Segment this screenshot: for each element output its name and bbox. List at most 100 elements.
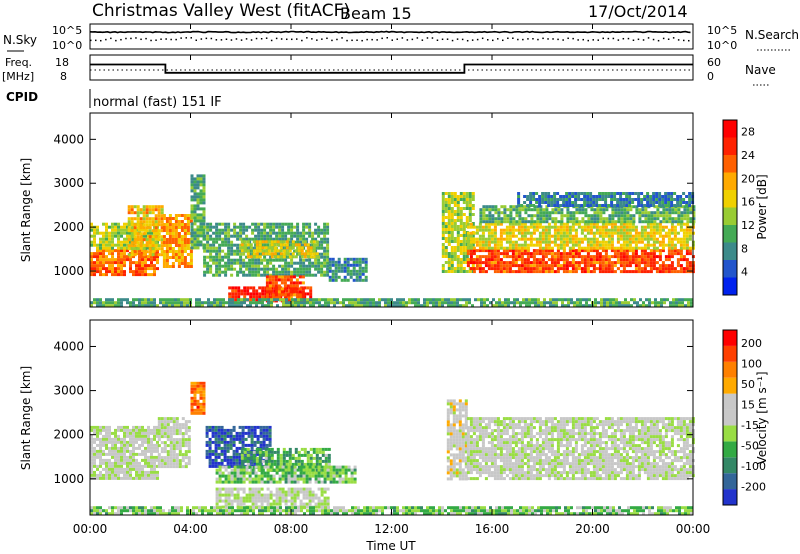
power-cell	[643, 255, 647, 259]
velocity-cell	[160, 447, 164, 451]
power-cell	[257, 258, 261, 262]
power-cell	[532, 195, 536, 198]
power-cell	[453, 304, 456, 308]
power-cell	[565, 222, 569, 226]
power-cell	[646, 252, 650, 256]
power-cell	[682, 255, 686, 259]
power-cell	[692, 214, 696, 218]
power-cell	[228, 292, 232, 296]
power-cell	[646, 264, 650, 268]
power-cell	[189, 220, 193, 223]
power-cell	[177, 256, 181, 259]
power-cell	[685, 228, 689, 232]
power-cell	[577, 243, 581, 247]
power-cell	[514, 255, 518, 259]
power-cell	[637, 261, 641, 265]
velocity-cell	[102, 425, 105, 429]
power-cell	[649, 234, 653, 238]
power-cell	[485, 214, 489, 218]
power-cell	[450, 225, 454, 228]
power-cell	[414, 304, 417, 308]
power-cell	[556, 237, 560, 241]
power-cell	[196, 195, 200, 199]
power-cell	[610, 246, 614, 250]
velocity-cell	[169, 444, 173, 448]
power-cell	[202, 192, 206, 196]
velocity-cell	[211, 428, 215, 432]
power-cell	[177, 220, 181, 223]
power-cell	[239, 228, 243, 232]
power-cell	[673, 252, 677, 256]
velocity-cell	[117, 461, 120, 465]
power-cell	[230, 249, 234, 253]
power-cell	[615, 298, 618, 302]
noise-search-point	[205, 37, 208, 40]
power-cell	[314, 237, 318, 241]
power-cell	[686, 220, 690, 224]
power-cell	[481, 240, 485, 244]
power-cell	[638, 214, 642, 218]
power-cell	[268, 287, 272, 291]
power-cell	[320, 264, 324, 268]
velocity-cell	[144, 458, 147, 462]
power-cell	[209, 270, 213, 274]
power-cell	[610, 249, 614, 253]
power-cell	[145, 208, 149, 212]
power-cell	[441, 270, 445, 273]
power-cell	[671, 217, 675, 221]
power-cell	[248, 246, 252, 250]
power-cell	[139, 220, 143, 224]
power-cell	[111, 252, 114, 256]
power-cell	[574, 204, 578, 207]
power-cell	[600, 301, 603, 305]
power-cell	[183, 217, 187, 220]
power-cell	[571, 261, 575, 265]
power-cell	[287, 237, 291, 241]
power-cell	[180, 238, 184, 241]
power-cell	[215, 270, 219, 274]
velocity-cell	[117, 455, 120, 459]
power-cell	[668, 217, 672, 221]
power-cell	[180, 262, 184, 265]
velocity-cell	[163, 420, 167, 424]
power-cell	[145, 217, 149, 221]
power-cell	[629, 214, 633, 218]
power-cell	[300, 301, 303, 305]
power-cell	[634, 228, 638, 232]
power-cell	[572, 211, 576, 215]
velocity-cell	[208, 464, 212, 468]
velocity-cell	[181, 438, 185, 442]
power-cell	[530, 214, 534, 218]
velocity-cell	[166, 465, 170, 469]
noise-search-point	[512, 37, 514, 39]
power-cell	[553, 225, 557, 229]
velocity-cell	[214, 434, 218, 438]
power-cell	[475, 255, 479, 259]
power-cell	[571, 267, 575, 271]
velocity-cell	[126, 446, 129, 450]
power-cell	[168, 232, 172, 235]
power-cell	[529, 252, 533, 256]
noise-search-point	[662, 37, 665, 40]
power-cell	[243, 292, 247, 296]
power-cell	[506, 208, 510, 212]
power-cell	[117, 301, 120, 305]
power-cell	[193, 183, 197, 187]
velocity-cell	[120, 446, 123, 450]
power-cell	[346, 278, 350, 282]
power-cell	[532, 198, 536, 201]
power-cell	[670, 228, 674, 232]
noise-search-point	[225, 38, 228, 40]
power-cell	[619, 255, 623, 259]
power-cell	[606, 298, 609, 302]
power-cell	[465, 216, 469, 219]
power-cell	[553, 270, 557, 274]
power-cell	[251, 264, 255, 268]
power-cell	[224, 240, 228, 244]
power-cell	[117, 225, 120, 229]
power-cell	[522, 301, 525, 305]
power-cell	[230, 246, 234, 250]
power-cell	[527, 214, 531, 218]
power-cell	[490, 255, 494, 259]
power-cell	[562, 267, 566, 271]
